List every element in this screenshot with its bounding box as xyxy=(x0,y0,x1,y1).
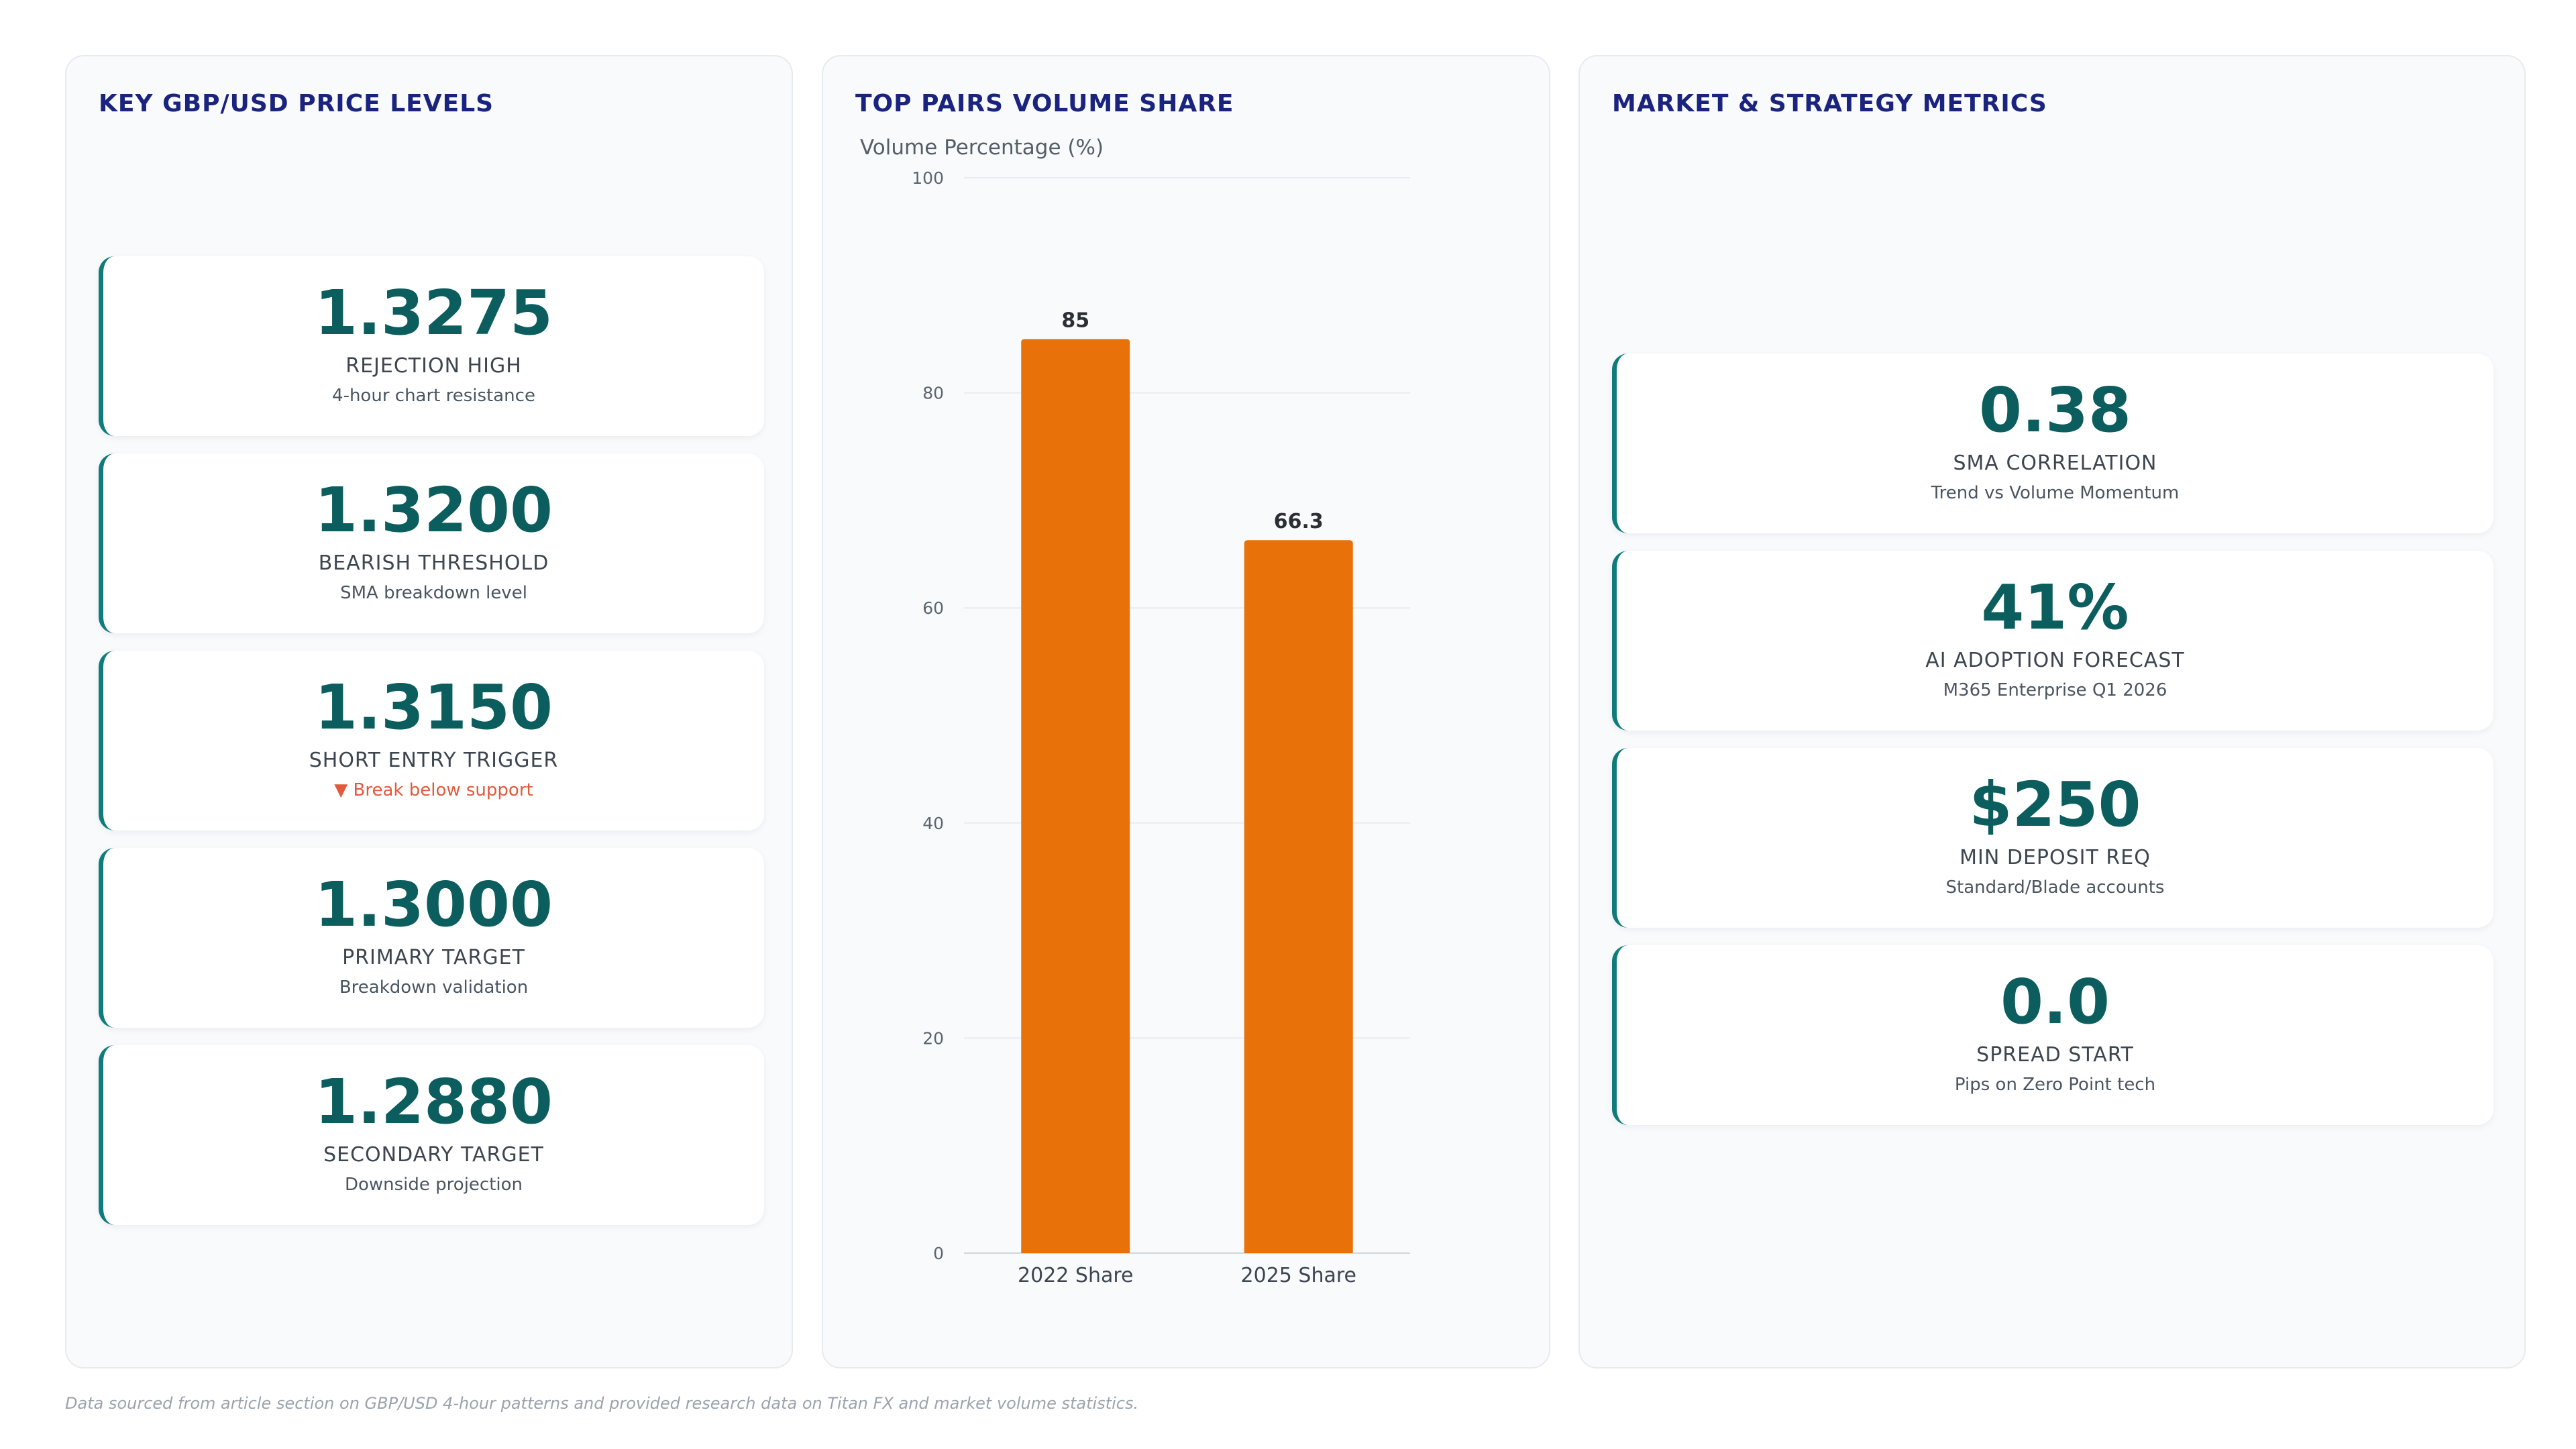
card-sub: Pips on Zero Point tech xyxy=(1954,1075,2156,1095)
card-value: 1.3275 xyxy=(314,277,553,349)
price-level-card-primary-target: 1.3000 PRIMARY TARGET Breakdown validati… xyxy=(99,848,764,1028)
y-tick-label: 40 xyxy=(922,814,944,833)
card-label: SPREAD START xyxy=(1976,1043,2134,1067)
price-levels-panel: KEY GBP/USD PRICE LEVELS 1.3275 REJECTIO… xyxy=(65,55,793,1368)
metric-card-sma-correlation: 0.38 SMA CORRELATION Trend vs Volume Mom… xyxy=(1612,354,2493,533)
data-labels: 85 66.3 xyxy=(1061,309,1323,533)
card-sub: Standard/Blade accounts xyxy=(1945,877,2165,898)
x-tick-label: 2022 Share xyxy=(1018,1264,1133,1287)
bar-data-label: 85 xyxy=(1061,309,1089,332)
card-sub: 4-hour chart resistance xyxy=(332,386,535,406)
price-levels-title: KEY GBP/USD PRICE LEVELS xyxy=(99,90,494,117)
card-value: 1.3000 xyxy=(314,869,553,941)
card-sub: Downside projection xyxy=(344,1175,523,1195)
card-value: 1.2880 xyxy=(314,1066,553,1138)
chart-bars xyxy=(1021,339,1353,1254)
card-value: 0.38 xyxy=(1979,374,2131,446)
card-label: REJECTION HIGH xyxy=(345,354,522,378)
card-sub: M365 Enterprise Q1 2026 xyxy=(1943,680,2167,700)
card-label: PRIMARY TARGET xyxy=(342,946,525,969)
y-tick-label: 0 xyxy=(933,1244,944,1263)
x-axis-ticks: 2022 Share 2025 Share xyxy=(1018,1264,1356,1287)
card-value: 41% xyxy=(1981,572,2129,643)
volume-bar-chart: Volume Percentage (%) 0 20 40 60 80 100 85 66.… xyxy=(860,136,1410,1287)
y-tick-label: 80 xyxy=(922,384,944,403)
price-level-card-short-entry-trigger: 1.3150 SHORT ENTRY TRIGGER ▼ Break below… xyxy=(99,651,764,830)
card-label: BEARISH THRESHOLD xyxy=(318,551,549,575)
card-label: SECONDARY TARGET xyxy=(323,1143,544,1167)
card-value: $250 xyxy=(1969,769,2141,841)
metric-card-min-deposit: $250 MIN DEPOSIT REQ Standard/Blade acco… xyxy=(1612,748,2493,928)
bar-2025-share xyxy=(1244,540,1353,1254)
market-metrics-panel: MARKET & STRATEGY METRICS 0.38 SMA CORRE… xyxy=(1578,55,2526,1368)
card-label: SMA CORRELATION xyxy=(1953,451,2157,475)
card-label: MIN DEPOSIT REQ xyxy=(1960,846,2151,869)
card-label: SHORT ENTRY TRIGGER xyxy=(309,749,559,772)
x-tick-label: 2025 Share xyxy=(1241,1264,1356,1287)
card-sub-alert: ▼ Break below support xyxy=(334,780,533,800)
metric-card-spread-start: 0.0 SPREAD START Pips on Zero Point tech xyxy=(1612,945,2493,1125)
card-sub: Breakdown validation xyxy=(339,977,529,998)
price-level-card-bearish-threshold: 1.3200 BEARISH THRESHOLD SMA breakdown l… xyxy=(99,453,764,633)
card-label: AI ADOPTION FORECAST xyxy=(1925,649,2185,672)
card-value: 1.3150 xyxy=(314,672,553,743)
y-axis-label: Volume Percentage (%) xyxy=(860,136,1104,160)
volume-share-panel: TOP PAIRS VOLUME SHARE Volume Percentage… xyxy=(822,55,1550,1368)
bar-data-label: 66.3 xyxy=(1274,510,1324,533)
card-value: 1.3200 xyxy=(314,474,553,546)
metric-card-ai-adoption: 41% AI ADOPTION FORECAST M365 Enterprise… xyxy=(1612,551,2493,731)
volume-share-title: TOP PAIRS VOLUME SHARE xyxy=(855,90,1234,117)
price-level-card-secondary-target: 1.2880 SECONDARY TARGET Downside project… xyxy=(99,1045,764,1225)
card-sub: Trend vs Volume Momentum xyxy=(1931,483,2180,503)
y-axis-ticks: 0 20 40 60 80 100 xyxy=(912,168,944,1263)
bar-2022-share xyxy=(1021,339,1130,1254)
card-value: 0.0 xyxy=(2000,966,2110,1038)
market-metrics-title: MARKET & STRATEGY METRICS xyxy=(1612,90,2047,117)
y-tick-label: 60 xyxy=(922,598,944,618)
price-level-card-rejection-high: 1.3275 REJECTION HIGH 4-hour chart resis… xyxy=(99,256,764,436)
y-tick-label: 20 xyxy=(922,1028,944,1048)
y-tick-label: 100 xyxy=(912,168,944,188)
data-source-footnote: Data sourced from article section on GBP… xyxy=(65,1394,1139,1413)
card-sub: SMA breakdown level xyxy=(340,583,527,603)
